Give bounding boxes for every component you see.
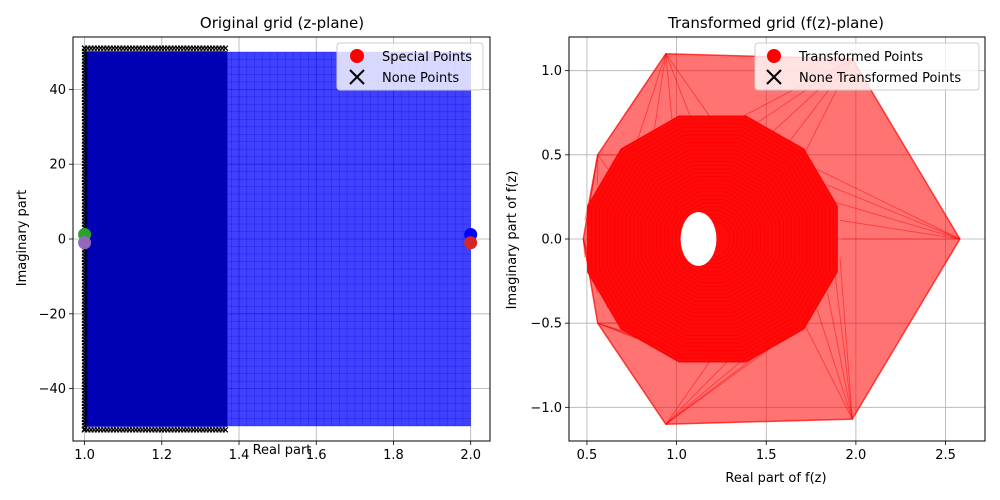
x-tick-label: 0.5 [577, 448, 598, 463]
special-point [78, 236, 92, 250]
y-tick-label: −1.0 [530, 401, 562, 416]
left-x-axis-label: Real part [253, 443, 312, 458]
fan-line [816, 168, 961, 240]
fan-line [827, 184, 961, 240]
fan-line [826, 292, 853, 420]
legend-transformed-points-marker [767, 49, 781, 63]
axes-frame: 1.0 1.2 1.4 1.6 1.8 2.0 −40 −20 0 20 40 [39, 36, 491, 463]
legend-none-transformed-points-label: None Transformed Points [799, 71, 961, 86]
right-legend-box [754, 42, 980, 91]
fan-line [636, 53, 667, 144]
data-layer [78, 45, 478, 433]
right-chart-panel: Transformed grid (f(z)-plane) 0.5 1.0 1.5 2… [505, 14, 986, 486]
right-y-axis-label: Imaginary part of f(z) [505, 171, 520, 310]
left-plot-area: 1.0 1.2 1.4 1.6 1.8 2.0 −40 −20 0 20 40 [39, 36, 491, 463]
legend-special-points-marker [350, 49, 364, 63]
special-point [464, 236, 478, 250]
axes-border [568, 36, 986, 442]
fan-line [803, 322, 853, 420]
fan-line [839, 257, 853, 420]
y-tick-label: 1.0 [541, 64, 562, 79]
fan-line [665, 357, 713, 425]
fan-line [589, 154, 599, 203]
y-tick-label: 0 [58, 233, 66, 248]
none-point-x [222, 426, 229, 433]
legend-none-points-marker [349, 69, 365, 85]
right-legend: Transformed Points None Transformed Poin… [754, 42, 980, 91]
axes-border [72, 36, 491, 442]
central-hole [680, 212, 717, 266]
fan-line [665, 53, 674, 127]
fan-line [665, 53, 713, 121]
x-tick-label: 1.5 [756, 448, 777, 463]
data-layer [582, 53, 961, 425]
none-points-band [84, 51, 228, 427]
y-tick-label: 0.0 [541, 233, 562, 248]
right-plot-area: 0.5 1.0 1.5 2.0 2.5 −1.0 −0.5 0.0 0.5 1.0 [530, 36, 986, 463]
fan-line [839, 219, 960, 240]
fan-line [665, 355, 734, 425]
y-tick-label: 0.5 [541, 148, 562, 163]
legend-none-transformed-points-marker [766, 69, 782, 85]
x-tick-label: 1.8 [383, 448, 404, 463]
fan-line [582, 238, 586, 258]
axes-frame: 0.5 1.0 1.5 2.0 2.5 −1.0 −0.5 0.0 0.5 1.0 [530, 36, 986, 463]
fan-line [835, 201, 961, 240]
right-chart-title: Transformed grid (f(z)-plane) [667, 14, 884, 32]
x-tick-label: 1.0 [666, 448, 687, 463]
x-tick-label: 1.0 [74, 448, 95, 463]
x-tick-label: 1.6 [306, 448, 327, 463]
legend-none-points-label: None Points [382, 71, 459, 86]
y-tick-label: 40 [49, 83, 66, 98]
fan-line [665, 53, 693, 122]
y-tick-label: −0.5 [530, 317, 562, 332]
none-point-x [222, 45, 229, 52]
y-tick-label: 20 [49, 158, 66, 173]
left-legend-box [336, 42, 484, 91]
fan-line [816, 308, 853, 420]
legend-transformed-points-label: Transformed Points [798, 50, 923, 65]
y-tick-label: −40 [39, 382, 66, 397]
left-y-axis-label: Imaginary part [15, 190, 30, 286]
x-tick-label: 2.5 [935, 448, 956, 463]
x-tick-label: 1.4 [229, 448, 250, 463]
left-legend: Special Points None Points [336, 42, 484, 91]
fan-line [834, 275, 853, 420]
left-chart-panel: Original grid (z-plane) 1.0 1.2 1.4 1.6 1.8 2… [15, 14, 491, 463]
fan-line [653, 53, 667, 134]
right-x-axis-label: Real part of f(z) [725, 471, 826, 486]
legend-special-points-label: Special Points [382, 50, 472, 65]
fan-line [665, 351, 753, 425]
fan-line [584, 154, 599, 221]
x-tick-label: 1.2 [151, 448, 172, 463]
left-chart-title: Original grid (z-plane) [200, 14, 364, 32]
y-tick-label: −20 [39, 307, 66, 322]
none-point-x [81, 426, 88, 432]
x-tick-label: 2.0 [460, 448, 481, 463]
fan-line [597, 154, 609, 170]
x-tick-label: 2.0 [846, 448, 867, 463]
transformed-fan-lines [582, 53, 961, 425]
